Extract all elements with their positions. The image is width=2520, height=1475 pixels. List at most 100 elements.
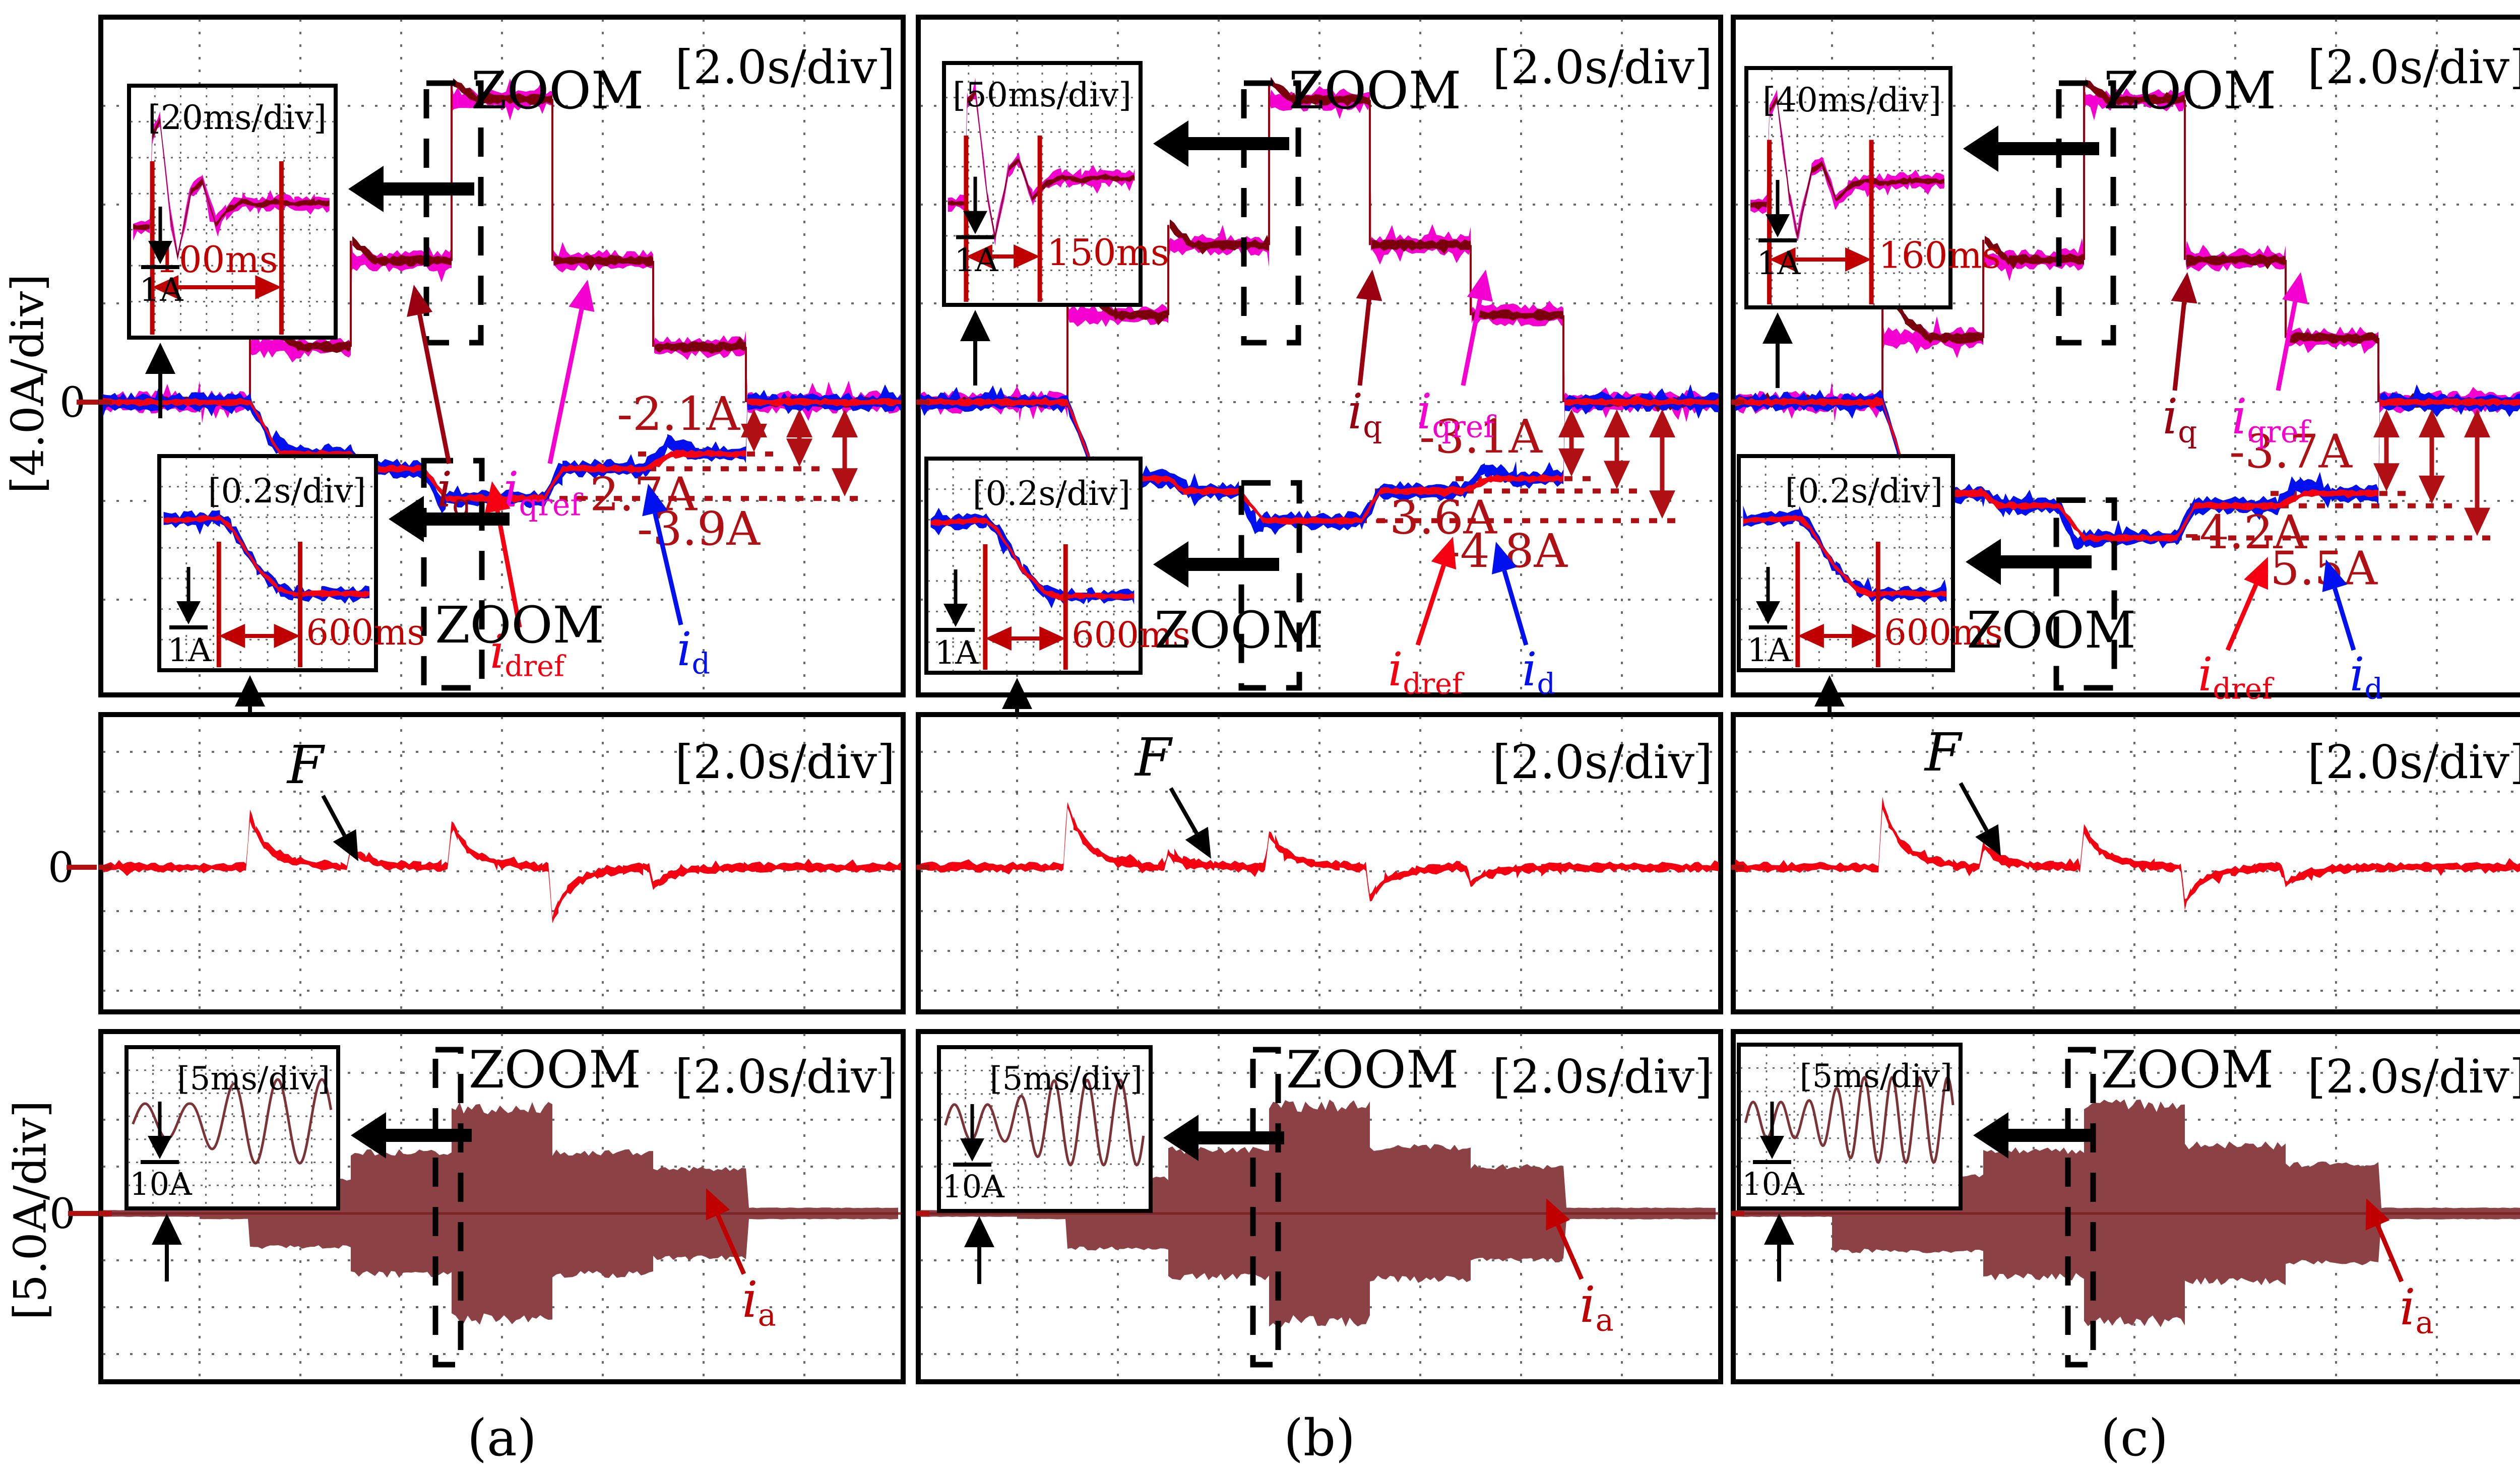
ia-envelope	[1735, 1099, 2520, 1327]
scale-marker-label: 1A	[1757, 245, 1801, 282]
panel-caption-c: (c)	[2100, 1408, 2169, 1467]
zoom-pointer-arrow	[389, 496, 510, 542]
panel-b-phase-current: ZOOM [2.0s/div] [5ms/div] 10A ia	[916, 1029, 1723, 1384]
zoom-label: ZOOM	[469, 1040, 642, 1100]
zoom-region-iq	[1241, 80, 1301, 346]
inset-timebase: [0.2s/div]	[208, 472, 366, 510]
scale-marker-label: 1A	[168, 632, 212, 669]
scale-marker-label: 1A	[1747, 632, 1792, 669]
zoom-label-2: ZOOM	[435, 596, 604, 655]
inset-measurement: 600ms	[1072, 614, 1190, 656]
meas-label-3: -5.5A	[2254, 542, 2378, 596]
zoom-region-ia	[2065, 1047, 2096, 1368]
inset-id-zoom: 600ms [0.2s/div] 1A	[157, 454, 425, 672]
panel-a-phase-current: ZOOM [2.0s/div] [5ms/div] 10A ia	[98, 1029, 906, 1384]
inset-timebase: [5ms/div]	[177, 1060, 330, 1098]
zoom-label: ZOOM	[1289, 61, 1462, 121]
id-label: id	[2350, 648, 2383, 706]
scale-marker-label: 1A	[955, 242, 999, 279]
inset-measurement: 100ms	[156, 238, 278, 281]
panel-a-disturbance: [2.0s/div] F	[98, 712, 906, 1014]
panel-b-dq-currents: -3.1A -3.6A -4.8A ZOOM [2.0s/div] iq iqref idre…	[916, 15, 1723, 748]
iqref-label: iqref	[1417, 383, 1496, 444]
F-label: F	[1924, 722, 2001, 856]
panel-c-phase-current: ZOOM [2.0s/div] [5ms/div] 10A ia	[1731, 1029, 2520, 1384]
timebase-label: [2.0s/div]	[1492, 735, 1713, 789]
inset-id-zoom: 600ms [0.2s/div] 1A	[924, 457, 1190, 675]
panel-b-disturbance: [2.0s/div] F	[916, 712, 1723, 1014]
zoom-label: ZOOM	[2101, 1040, 2274, 1100]
zoom-region-ia	[432, 1047, 464, 1368]
zoom-pointer-arrow	[1163, 1115, 1284, 1161]
inset-iq-zoom: 100ms [20ms/div] 1A	[127, 84, 338, 340]
ia-label: ia	[706, 1188, 776, 1333]
zoom-label: ZOOM	[471, 61, 644, 121]
timebase-label: [2.0s/div]	[2307, 735, 2520, 789]
panel-caption-a: (a)	[467, 1408, 537, 1467]
measurement-arrows: -3.7A -4.2A-5.5A	[2184, 409, 2490, 596]
inset-id-zoom: 600ms [0.2s/div] 1A	[1737, 454, 2003, 672]
panel-c-phase-current-svg: ZOOM [2.0s/div] [5ms/div] 10A ia	[1731, 1029, 2520, 1384]
inset-measurement: 150ms	[1047, 231, 1169, 274]
zoom-label: ZOOM	[1286, 1040, 1459, 1100]
trace-labels: iq iqref idref id	[2163, 272, 2383, 706]
scale-marker-label: 1A	[140, 272, 184, 309]
inset-timebase: [5ms/div]	[990, 1060, 1143, 1098]
iq-label: iq	[2163, 389, 2197, 450]
zoom-pointer-arrow	[1153, 120, 1289, 167]
idref-label: idref	[490, 625, 566, 683]
row1-zero-marker	[77, 400, 107, 405]
panel-c-disturbance-svg: [2.0s/div] F	[1731, 712, 2520, 1014]
inset-iq-zoom: 150ms [50ms/div] 1A	[942, 61, 1169, 307]
zoom-pointer-arrow	[1963, 125, 2099, 172]
iqref-label: iqref	[503, 462, 583, 523]
inset-iq-zoom: 160ms [40ms/div] 1A	[1744, 66, 2001, 309]
iqref-label: iqref	[2232, 389, 2311, 450]
ia-label: ia	[2365, 1198, 2434, 1341]
ia-label: ia	[742, 1271, 776, 1333]
F-label: F	[286, 734, 326, 796]
zoom-label: ZOOM	[2104, 61, 2277, 121]
zoom-region-iq	[423, 80, 484, 346]
iq-trace	[1735, 76, 2520, 412]
row3-y-scale-label: [5.0A/div]	[4, 1100, 56, 1320]
zoom-region-id	[2053, 497, 2117, 691]
F-label: F	[1924, 722, 1963, 783]
id-label: id	[677, 622, 710, 681]
zoom-label-2: ZOOM	[1967, 601, 2136, 660]
panel-b-phase-current-svg: ZOOM [2.0s/div] [5ms/div] 10A ia	[916, 1029, 1723, 1384]
inset-timebase: [40ms/div]	[1762, 81, 1941, 119]
F-label: F	[286, 734, 358, 861]
panel-c-dq-currents: -3.7A -4.2A -5.5A ZOOM [2.0s/div] iq iqref idre…	[1731, 15, 2520, 746]
scale-marker-label: 10A	[942, 1168, 1005, 1205]
timebase-label: [2.0s/div]	[675, 735, 895, 789]
scale-marker-label: 1A	[935, 634, 979, 672]
inset-ia-zoom: [5ms/div] 10A	[124, 1045, 340, 1210]
F-trace	[103, 809, 901, 924]
timebase-label: [2.0s/div]	[1492, 40, 1713, 94]
idref-label: idref	[1388, 643, 1465, 701]
inset-timebase: [20ms/div]	[148, 98, 327, 137]
idref-label: idref	[2198, 648, 2275, 706]
zoom-pointer-arrow	[1966, 539, 2092, 585]
meas-label-2: -4.2A	[2184, 505, 2307, 559]
inset-timebase: [50ms/div]	[953, 76, 1131, 114]
meas-label-1: -3.1A	[1419, 410, 1543, 464]
zoom-region-iq	[2056, 80, 2116, 346]
panel-a-phase-current-svg: ZOOM [2.0s/div] [5ms/div] 10A ia	[98, 1029, 906, 1384]
panel-c-disturbance: [2.0s/div] F	[1731, 712, 2520, 1014]
ia-label: ia	[1546, 1198, 1614, 1338]
meas-label-1: -2.1A	[617, 387, 740, 441]
inset-timebase: [5ms/div]	[1800, 1058, 1952, 1095]
zoom-pointer-arrow	[351, 1112, 472, 1159]
ia-label: ia	[1580, 1276, 1614, 1338]
timebase-label: [2.0s/div]	[675, 1050, 895, 1104]
inset-timebase: [0.2s/div]	[1785, 472, 1943, 510]
row3-zero-marker	[68, 1211, 98, 1216]
meas-label-2: -3.6A	[1374, 490, 1497, 544]
